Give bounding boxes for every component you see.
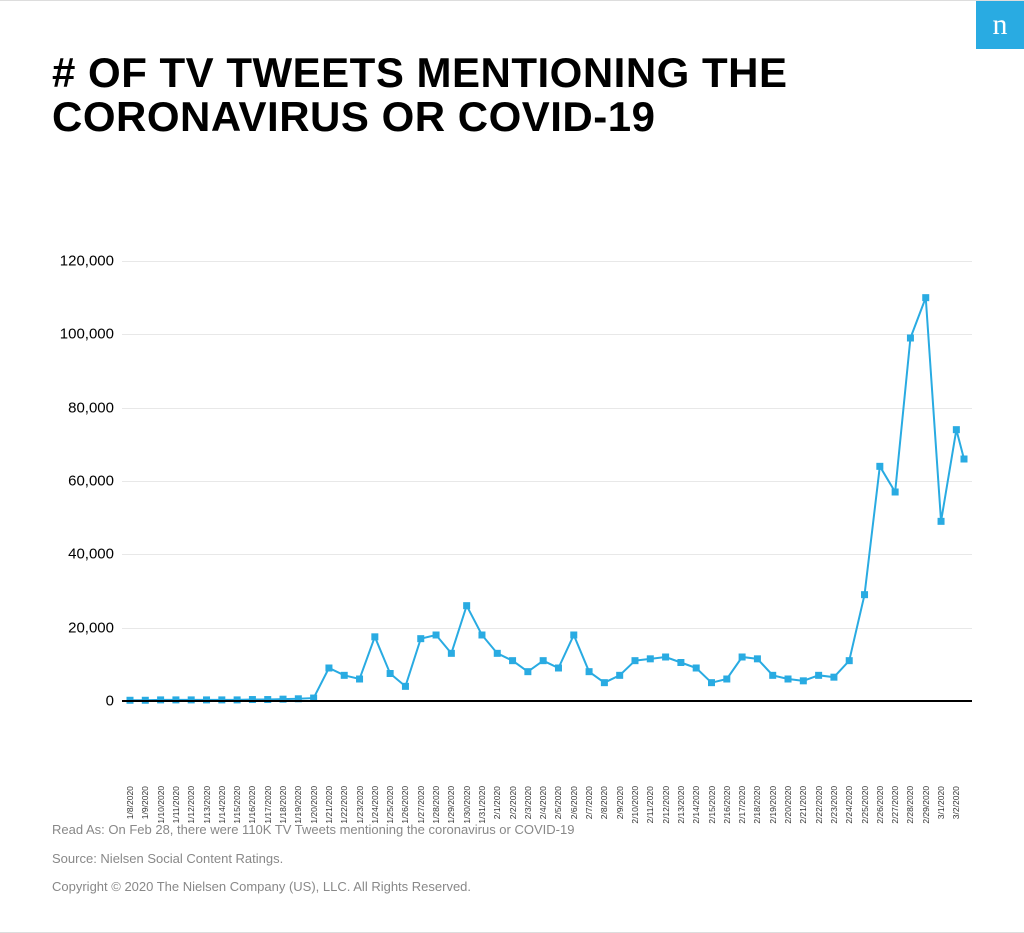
- data-marker: [509, 657, 516, 664]
- x-tick-label: 2/25/2020: [860, 786, 870, 824]
- x-tick-label: 2/16/2020: [722, 786, 732, 824]
- line-series: [122, 261, 972, 701]
- data-marker: [555, 665, 562, 672]
- data-marker: [647, 655, 654, 662]
- data-marker: [769, 672, 776, 679]
- data-marker: [892, 489, 899, 496]
- data-marker: [433, 632, 440, 639]
- series-line: [130, 298, 964, 701]
- x-tick-label: 2/24/2020: [844, 786, 854, 824]
- x-tick-label: 2/10/2020: [630, 786, 640, 824]
- x-tick-label: 3/1/2020: [936, 786, 946, 819]
- x-axis-ticks: 1/8/20201/9/20201/10/20201/11/20201/12/2…: [122, 701, 972, 781]
- data-marker: [325, 665, 332, 672]
- x-tick-label: 2/27/2020: [890, 786, 900, 824]
- data-marker: [938, 518, 945, 525]
- x-tick-label: 2/26/2020: [875, 786, 885, 824]
- x-tick-label: 1/8/2020: [125, 786, 135, 819]
- data-marker: [631, 657, 638, 664]
- x-tick-label: 2/21/2020: [798, 786, 808, 824]
- y-tick-label: 20,000: [52, 619, 114, 636]
- x-tick-label: 2/9/2020: [615, 786, 625, 819]
- y-tick-label: 0: [52, 693, 114, 710]
- data-marker: [601, 679, 608, 686]
- x-tick-label: 2/3/2020: [523, 786, 533, 819]
- x-tick-label: 2/23/2020: [829, 786, 839, 824]
- data-marker: [417, 635, 424, 642]
- chart-footer: Read As: On Feb 28, there were 110K TV T…: [52, 816, 574, 902]
- x-tick-label: 2/8/2020: [599, 786, 609, 819]
- data-marker: [402, 683, 409, 690]
- x-tick-label: 2/22/2020: [814, 786, 824, 824]
- copyright-text: Copyright © 2020 The Nielsen Company (US…: [52, 873, 574, 902]
- y-tick-label: 120,000: [52, 253, 114, 270]
- data-marker: [356, 676, 363, 683]
- x-tick-label: 2/14/2020: [691, 786, 701, 824]
- chart-title: # OF TV TWEETS MENTIONING THE CORONAVIRU…: [52, 51, 1024, 139]
- data-marker: [953, 426, 960, 433]
- data-marker: [708, 679, 715, 686]
- x-tick-label: 2/29/2020: [921, 786, 931, 824]
- data-marker: [693, 665, 700, 672]
- x-tick-label: 2/4/2020: [538, 786, 548, 819]
- x-tick-label: 2/5/2020: [553, 786, 563, 819]
- data-marker: [723, 676, 730, 683]
- data-marker: [524, 668, 531, 675]
- x-tick-label: 2/18/2020: [752, 786, 762, 824]
- read-as-text: Read As: On Feb 28, there were 110K TV T…: [52, 816, 574, 845]
- nielsen-logo-icon: n: [976, 1, 1024, 49]
- y-tick-label: 60,000: [52, 473, 114, 490]
- x-tick-label: 1/9/2020: [140, 786, 150, 819]
- x-tick-label: 2/2/2020: [508, 786, 518, 819]
- x-tick-label: 2/20/2020: [783, 786, 793, 824]
- data-marker: [785, 676, 792, 683]
- data-marker: [861, 591, 868, 598]
- x-tick-label: 2/12/2020: [661, 786, 671, 824]
- data-marker: [677, 659, 684, 666]
- source-text: Source: Nielsen Social Content Ratings.: [52, 845, 574, 874]
- x-tick-label: 2/6/2020: [569, 786, 579, 819]
- data-marker: [371, 633, 378, 640]
- data-marker: [922, 294, 929, 301]
- data-marker: [662, 654, 669, 661]
- data-marker: [448, 650, 455, 657]
- data-marker: [815, 672, 822, 679]
- x-tick-label: 2/19/2020: [768, 786, 778, 824]
- data-marker: [739, 654, 746, 661]
- y-tick-label: 80,000: [52, 399, 114, 416]
- x-tick-label: 2/15/2020: [707, 786, 717, 824]
- data-marker: [961, 456, 968, 463]
- x-tick-label: 2/17/2020: [737, 786, 747, 824]
- data-marker: [570, 632, 577, 639]
- y-tick-label: 40,000: [52, 546, 114, 563]
- data-marker: [830, 674, 837, 681]
- plot-region: [122, 261, 972, 701]
- data-marker: [478, 632, 485, 639]
- data-marker: [907, 335, 914, 342]
- chart-area: 020,00040,00060,00080,000100,000120,000 …: [52, 261, 972, 791]
- x-tick-label: 2/7/2020: [584, 786, 594, 819]
- data-marker: [463, 602, 470, 609]
- data-marker: [616, 672, 623, 679]
- y-tick-label: 100,000: [52, 326, 114, 343]
- data-marker: [800, 677, 807, 684]
- data-marker: [876, 463, 883, 470]
- x-tick-label: 2/11/2020: [645, 786, 655, 823]
- x-tick-label: 2/1/2020: [492, 786, 502, 819]
- data-marker: [846, 657, 853, 664]
- x-tick-label: 2/13/2020: [676, 786, 686, 824]
- chart-container: n # OF TV TWEETS MENTIONING THE CORONAVI…: [0, 0, 1024, 933]
- data-marker: [754, 655, 761, 662]
- x-tick-label: 3/2/2020: [951, 786, 961, 819]
- x-tick-label: 2/28/2020: [905, 786, 915, 824]
- data-marker: [341, 672, 348, 679]
- data-marker: [586, 668, 593, 675]
- data-marker: [540, 657, 547, 664]
- data-marker: [494, 650, 501, 657]
- data-marker: [387, 670, 394, 677]
